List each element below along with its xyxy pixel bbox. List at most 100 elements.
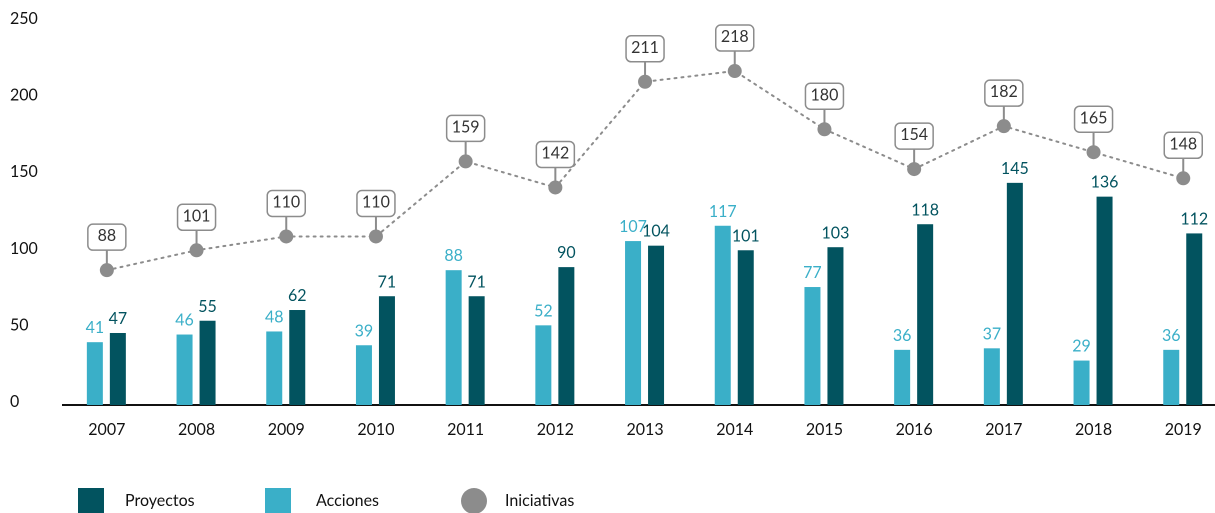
point bbox=[727, 64, 742, 79]
x-tick-label: 2015 bbox=[806, 420, 843, 439]
point bbox=[458, 154, 473, 169]
point bbox=[638, 74, 653, 89]
point-value-label: 180 bbox=[811, 85, 839, 104]
y-tick-label: 250 bbox=[10, 9, 38, 28]
callout-box bbox=[176, 203, 217, 232]
legend-label: Iniciativas bbox=[505, 491, 574, 510]
callout-box bbox=[445, 114, 486, 143]
point-value-label: 211 bbox=[631, 38, 659, 57]
bar-value-label: 71 bbox=[467, 272, 486, 291]
x-tick-label: 2019 bbox=[1165, 420, 1202, 439]
bar-value-label: 112 bbox=[1180, 209, 1208, 228]
legend-swatch bbox=[461, 488, 487, 513]
bar-value-label: 71 bbox=[378, 272, 397, 291]
bar-value-label: 145 bbox=[1001, 159, 1029, 178]
y-tick-label: 50 bbox=[10, 315, 29, 334]
legend-label: Acciones bbox=[316, 491, 379, 510]
callout-box bbox=[715, 24, 755, 52]
x-tick-label: 2011 bbox=[447, 420, 484, 439]
x-tick-label: 2012 bbox=[537, 420, 574, 439]
callout-box bbox=[356, 189, 396, 218]
point bbox=[99, 263, 114, 278]
bar-value-label: 117 bbox=[709, 202, 737, 221]
point-value-label: 218 bbox=[721, 27, 749, 46]
bar bbox=[983, 348, 1000, 405]
callout-box bbox=[87, 223, 127, 251]
x-tick-label: 2010 bbox=[357, 420, 394, 439]
x-tick-label: 2008 bbox=[178, 420, 215, 439]
bar bbox=[266, 331, 283, 405]
point bbox=[1086, 145, 1101, 160]
y-tick-label: 200 bbox=[10, 86, 38, 105]
bar-value-label: 46 bbox=[175, 311, 194, 330]
bar-value-label: 41 bbox=[86, 318, 105, 337]
bar bbox=[737, 250, 754, 405]
bar bbox=[894, 349, 911, 405]
bar-value-label: 55 bbox=[198, 297, 217, 316]
bar bbox=[109, 332, 126, 405]
bar bbox=[289, 310, 306, 405]
bar-value-label: 39 bbox=[355, 321, 374, 340]
bar bbox=[468, 296, 485, 405]
bar bbox=[625, 241, 642, 405]
bar bbox=[558, 267, 575, 405]
callout-box bbox=[894, 122, 934, 150]
bar bbox=[176, 334, 193, 405]
callout-box bbox=[1073, 105, 1114, 133]
legend-swatch bbox=[265, 488, 291, 513]
bar-value-label: 52 bbox=[534, 301, 553, 320]
bar-value-label: 29 bbox=[1072, 337, 1091, 356]
bar bbox=[827, 247, 844, 405]
callout-box bbox=[984, 79, 1024, 107]
point bbox=[368, 229, 383, 244]
point bbox=[1176, 171, 1191, 186]
bar-value-label: 136 bbox=[1091, 173, 1119, 192]
bar bbox=[355, 345, 372, 405]
x-tick-label: 2016 bbox=[896, 420, 933, 439]
bar bbox=[1186, 233, 1203, 405]
bar-value-label: 62 bbox=[288, 286, 307, 305]
point-value-label: 165 bbox=[1080, 108, 1108, 127]
point-value-label: 142 bbox=[541, 144, 569, 163]
x-tick-label: 2014 bbox=[716, 420, 753, 439]
point-value-label: 182 bbox=[990, 82, 1018, 101]
callout-box bbox=[804, 82, 845, 110]
y-tick-label: 100 bbox=[10, 239, 38, 258]
y-tick-label: 0 bbox=[10, 392, 19, 411]
bar bbox=[378, 296, 395, 405]
x-tick-label: 2017 bbox=[985, 420, 1022, 439]
bar-value-label: 48 bbox=[265, 308, 284, 327]
y-tick-label: 150 bbox=[10, 162, 38, 181]
bar-value-label: 118 bbox=[911, 200, 939, 219]
bar bbox=[445, 270, 462, 405]
bar bbox=[1006, 182, 1023, 405]
bar bbox=[86, 342, 103, 405]
bar-value-label: 101 bbox=[732, 226, 760, 245]
x-tick-label: 2009 bbox=[268, 420, 305, 439]
bar-value-label: 90 bbox=[557, 243, 576, 262]
bar bbox=[199, 320, 216, 405]
x-tick-label: 2018 bbox=[1075, 420, 1112, 439]
bar bbox=[1096, 196, 1113, 405]
point bbox=[907, 162, 922, 177]
bar-value-label: 47 bbox=[109, 309, 128, 328]
bar-value-label: 103 bbox=[822, 223, 850, 242]
bar-value-label: 36 bbox=[893, 326, 912, 345]
point bbox=[548, 180, 563, 195]
bar-value-label: 36 bbox=[1162, 326, 1181, 345]
point bbox=[996, 119, 1011, 134]
bar bbox=[714, 225, 731, 405]
bar-value-label: 88 bbox=[444, 246, 463, 265]
callout-box bbox=[1163, 131, 1203, 160]
legend-swatch bbox=[78, 488, 104, 513]
bar bbox=[648, 245, 665, 405]
point-value-label: 110 bbox=[362, 193, 390, 212]
point bbox=[817, 122, 832, 137]
point-value-label: 148 bbox=[1169, 134, 1197, 153]
point-value-label: 88 bbox=[98, 226, 117, 245]
callout-box bbox=[535, 140, 576, 169]
point-value-label: 159 bbox=[452, 117, 480, 136]
bar bbox=[1163, 349, 1180, 405]
point-value-label: 154 bbox=[900, 125, 928, 144]
